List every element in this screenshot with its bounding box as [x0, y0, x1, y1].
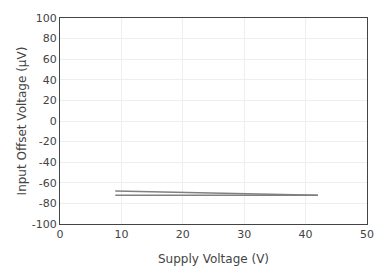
- svg-text:50: 50: [360, 228, 374, 241]
- svg-text:80: 80: [43, 32, 57, 45]
- svg-text:-40: -40: [39, 156, 57, 169]
- svg-text:100: 100: [36, 12, 57, 25]
- svg-text:-100: -100: [32, 218, 57, 231]
- svg-text:30: 30: [237, 228, 251, 241]
- svg-text:20: 20: [43, 94, 57, 107]
- svg-text:40: 40: [299, 228, 313, 241]
- svg-text:Input Offset Voltage (μV): Input Offset Voltage (μV): [15, 47, 29, 196]
- svg-text:-20: -20: [39, 135, 57, 148]
- svg-text:-80: -80: [39, 197, 57, 210]
- svg-text:20: 20: [176, 228, 190, 241]
- svg-text:40: 40: [43, 74, 57, 87]
- svg-text:0: 0: [57, 228, 64, 241]
- svg-text:60: 60: [43, 53, 57, 66]
- svg-text:10: 10: [114, 228, 128, 241]
- svg-text:Supply Voltage (V): Supply Voltage (V): [158, 252, 269, 266]
- svg-text:-60: -60: [39, 177, 57, 190]
- svg-text:0: 0: [50, 115, 57, 128]
